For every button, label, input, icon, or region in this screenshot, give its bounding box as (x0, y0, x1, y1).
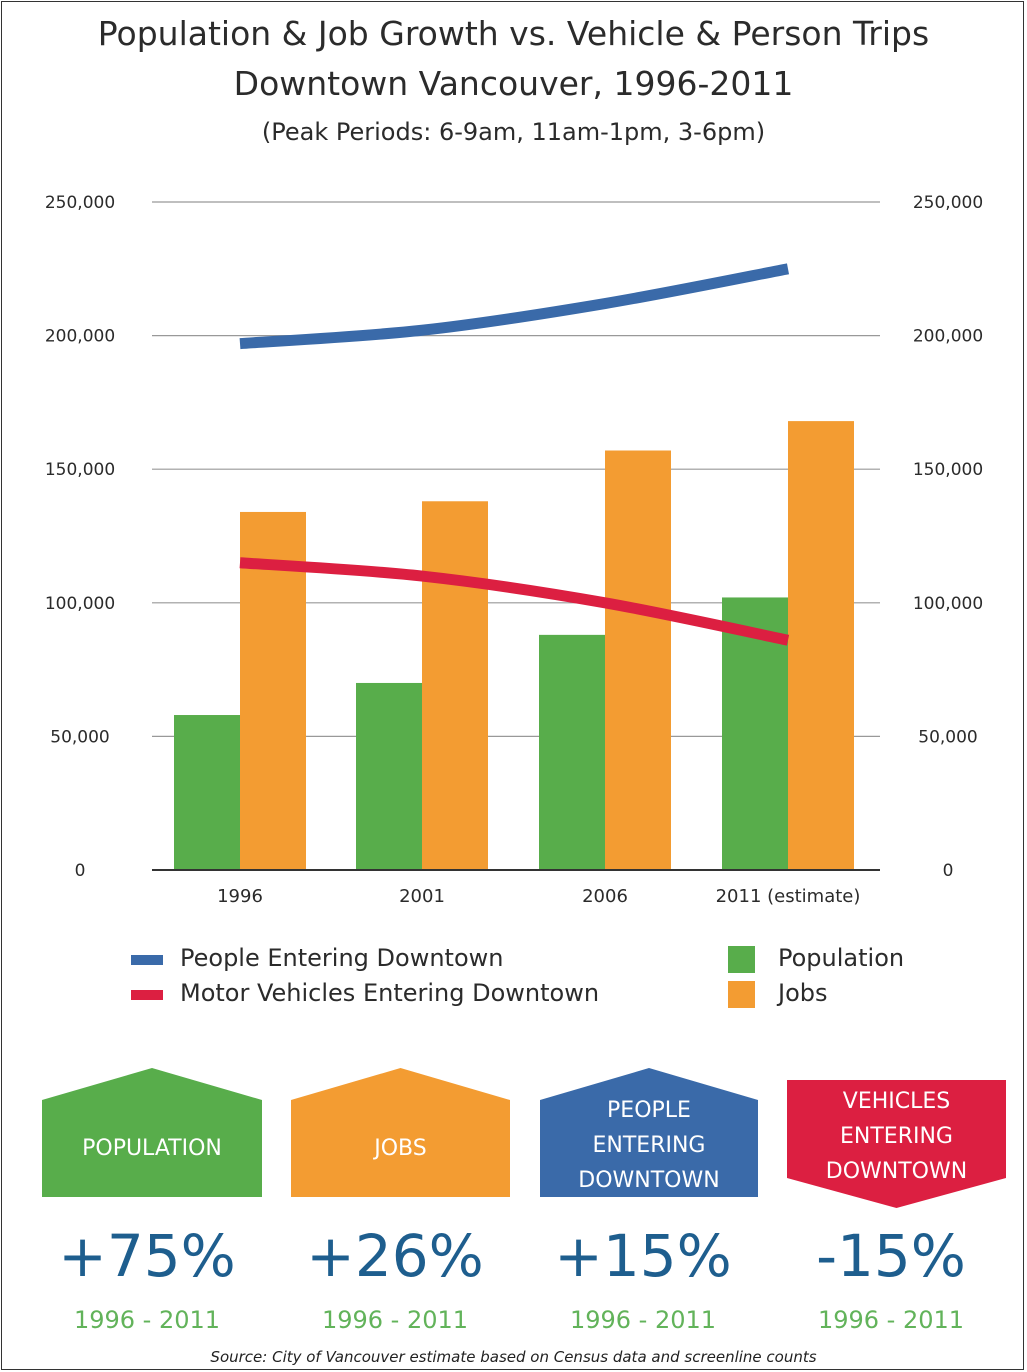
people-period: 1996 - 2011 (569, 1306, 717, 1334)
y-tick-label-right: 0 (943, 861, 954, 881)
people-change: +15% (554, 1222, 732, 1290)
jobs-bar (422, 501, 488, 870)
jobs-period: 1996 - 2011 (321, 1306, 469, 1334)
y-tick-label-left: 0 (75, 861, 86, 881)
legend-swatch-population (728, 946, 755, 973)
y-tick-label-left: 200,000 (45, 327, 115, 347)
vehicles-change: -15% (816, 1222, 966, 1290)
people-badge-label: DOWNTOWN (578, 1168, 719, 1193)
vehicles-entering-line (239, 557, 790, 646)
source-note: Source: City of Vancouver estimate based… (210, 1348, 817, 1366)
legend-label-jobs: Jobs (778, 979, 828, 1007)
population-bar (539, 634, 605, 870)
y-tick-label-right: 50,000 (918, 727, 977, 747)
population-bar (356, 682, 422, 870)
population-badge (42, 1068, 262, 1197)
legend-swatch-vehicles (131, 990, 163, 1000)
legend-label-population: Population (778, 944, 905, 972)
vehicles-period: 1996 - 2011 (817, 1306, 965, 1334)
population-change: +75% (58, 1222, 236, 1290)
y-tick-label-right: 250,000 (913, 193, 983, 213)
population-period: 1996 - 2011 (73, 1306, 221, 1334)
legend-label-people: People Entering Downtown (180, 944, 504, 972)
y-tick-label-right: 200,000 (913, 327, 983, 347)
vehicles-badge (787, 1080, 1006, 1208)
x-tick-label: 1996 (217, 886, 263, 907)
population-badge-label: POPULATION (82, 1136, 222, 1161)
y-tick-label-left: 150,000 (45, 460, 115, 480)
chart-title-line-2: Downtown Vancouver, 1996-2011 (233, 64, 794, 103)
people-badge-label: ENTERING (593, 1133, 706, 1158)
chart-plot: 0 0 50,000 50,000 100,000 100,000 150,000 150,0… (45, 193, 983, 907)
people-badge-label: PEOPLE (607, 1098, 691, 1123)
y-tick-label-right: 100,000 (913, 594, 983, 614)
people-entering-line (239, 263, 790, 350)
chart-subtitle: (Peak Periods: 6-9am, 11am-1pm, 3-6pm) (261, 118, 766, 146)
vehicles-badge-label: VEHICLES (843, 1089, 950, 1114)
jobs-badge-label: JOBS (372, 1136, 426, 1161)
legend-swatch-jobs (728, 981, 755, 1008)
legend-label-vehicles: Motor Vehicles Entering Downtown (180, 979, 600, 1007)
x-tick-label: 2006 (582, 886, 628, 907)
jobs-bar (605, 450, 671, 870)
jobs-change: +26% (306, 1222, 484, 1290)
y-tick-label-left: 50,000 (50, 727, 109, 747)
y-tick-label-left: 100,000 (45, 594, 115, 614)
x-tick-label: 2001 (399, 886, 445, 907)
population-bar (174, 715, 240, 870)
chart-title: Population & Job Growth vs. Vehicle & Pe… (97, 14, 930, 53)
y-tick-label-right: 150,000 (913, 460, 983, 480)
vehicles-badge-label: DOWNTOWN (826, 1159, 967, 1184)
jobs-bar (788, 421, 854, 870)
y-tick-label-left: 250,000 (45, 193, 115, 213)
x-tick-label: 2011 (estimate) (716, 886, 861, 907)
vehicles-badge-label: ENTERING (840, 1124, 953, 1149)
legend-swatch-people (131, 955, 163, 965)
jobs-badge (291, 1068, 510, 1197)
people-badge (540, 1068, 758, 1197)
